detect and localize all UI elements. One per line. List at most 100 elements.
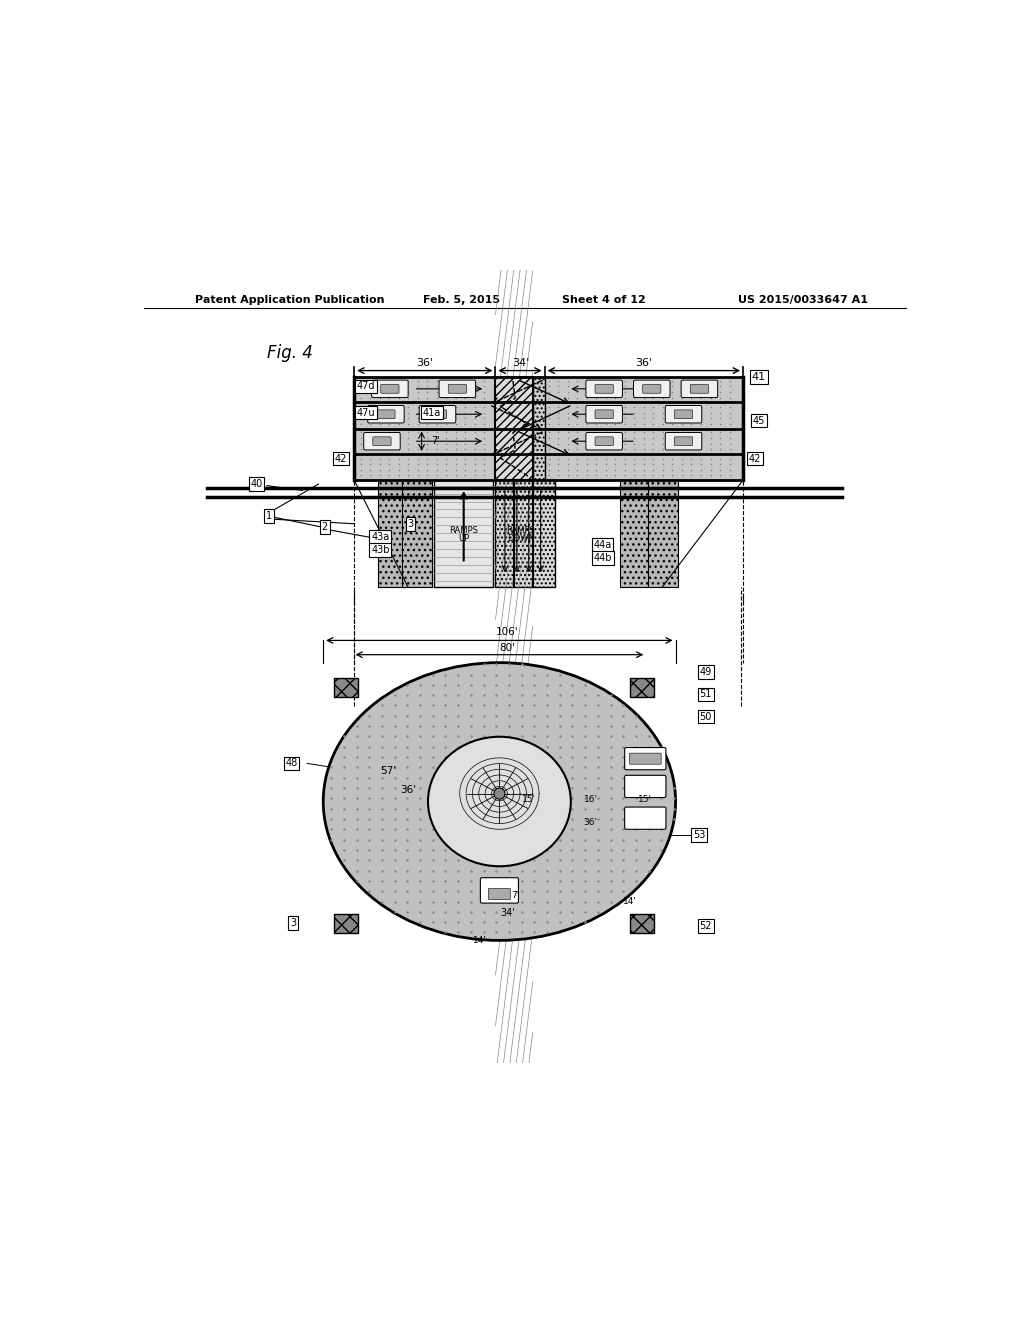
Text: 47d: 47d	[356, 381, 376, 392]
Bar	[433, 480, 494, 587]
Text: Sheet 4 of 12: Sheet 4 of 12	[562, 294, 646, 305]
Text: 14': 14'	[624, 898, 637, 906]
Text: 49: 49	[699, 667, 712, 677]
Text: 45: 45	[753, 416, 765, 425]
Text: 36': 36'	[636, 358, 652, 368]
FancyBboxPatch shape	[625, 775, 666, 797]
Bar	[648, 480, 678, 587]
Text: 41a: 41a	[423, 408, 441, 417]
Text: 34': 34'	[500, 908, 515, 917]
FancyBboxPatch shape	[630, 754, 662, 764]
Text: 52: 52	[699, 921, 712, 931]
FancyBboxPatch shape	[634, 380, 670, 397]
Text: 80': 80'	[500, 643, 515, 652]
Bar	[354, 454, 496, 480]
Text: RAMPS: RAMPS	[507, 525, 536, 535]
FancyBboxPatch shape	[368, 405, 404, 422]
Text: 48: 48	[286, 759, 298, 768]
Text: 40: 40	[251, 479, 263, 490]
FancyBboxPatch shape	[428, 411, 446, 418]
Text: 106': 106'	[496, 627, 518, 638]
Text: RAMPS: RAMPS	[450, 525, 478, 535]
Bar	[354, 403, 496, 429]
FancyBboxPatch shape	[675, 437, 692, 446]
Text: 57': 57'	[380, 767, 396, 776]
Bar	[334, 678, 358, 697]
Text: 3: 3	[408, 519, 414, 529]
Bar	[532, 454, 743, 480]
Bar	[354, 429, 496, 454]
Text: 34': 34'	[512, 358, 529, 368]
Bar	[532, 378, 545, 480]
Text: 50: 50	[699, 711, 712, 722]
Text: 7': 7'	[431, 436, 440, 446]
Text: 16': 16'	[584, 796, 598, 804]
Bar	[354, 378, 496, 403]
Text: 2: 2	[322, 521, 328, 532]
FancyBboxPatch shape	[595, 384, 613, 393]
Circle shape	[494, 788, 505, 799]
Ellipse shape	[428, 737, 570, 866]
Bar	[496, 378, 532, 480]
FancyBboxPatch shape	[586, 433, 623, 450]
Bar	[496, 480, 555, 587]
FancyBboxPatch shape	[439, 380, 475, 397]
FancyBboxPatch shape	[373, 437, 391, 446]
Text: US 2015/0033647 A1: US 2015/0033647 A1	[737, 294, 867, 305]
Bar	[620, 480, 650, 587]
Text: 44b: 44b	[593, 553, 611, 562]
Text: Feb. 5, 2015: Feb. 5, 2015	[423, 294, 500, 305]
Ellipse shape	[324, 663, 676, 940]
Bar	[496, 378, 532, 480]
FancyBboxPatch shape	[675, 411, 692, 418]
FancyBboxPatch shape	[488, 888, 511, 899]
Text: 51: 51	[699, 689, 712, 700]
Text: 42: 42	[749, 454, 761, 463]
Text: Fig. 4: Fig. 4	[267, 345, 312, 362]
FancyBboxPatch shape	[643, 384, 660, 393]
FancyBboxPatch shape	[625, 747, 666, 770]
Text: 7': 7'	[511, 891, 519, 900]
Bar	[334, 915, 358, 933]
Text: 15': 15'	[522, 796, 537, 804]
Text: 36': 36'	[399, 785, 416, 796]
Text: 14': 14'	[473, 936, 486, 945]
Bar	[630, 678, 654, 697]
Text: 36': 36'	[416, 358, 433, 368]
Bar	[532, 378, 743, 403]
FancyBboxPatch shape	[625, 807, 666, 829]
FancyBboxPatch shape	[595, 411, 613, 418]
Text: 53: 53	[693, 830, 706, 840]
FancyBboxPatch shape	[595, 437, 613, 446]
Text: UP: UP	[458, 533, 469, 543]
FancyBboxPatch shape	[586, 380, 623, 397]
FancyBboxPatch shape	[480, 878, 518, 903]
FancyBboxPatch shape	[381, 384, 399, 393]
Text: 1: 1	[266, 511, 272, 521]
Text: 36': 36'	[584, 817, 598, 826]
Text: 43a: 43a	[372, 532, 389, 543]
FancyBboxPatch shape	[666, 405, 701, 422]
FancyBboxPatch shape	[364, 433, 400, 450]
Bar	[378, 480, 409, 587]
FancyBboxPatch shape	[666, 433, 701, 450]
Text: 43b: 43b	[371, 545, 389, 554]
Bar	[532, 403, 743, 429]
FancyBboxPatch shape	[690, 384, 709, 393]
Text: DOWN: DOWN	[507, 533, 535, 543]
Text: 44a: 44a	[594, 540, 611, 550]
FancyBboxPatch shape	[449, 384, 467, 393]
FancyBboxPatch shape	[377, 411, 395, 418]
FancyBboxPatch shape	[586, 405, 623, 422]
FancyBboxPatch shape	[372, 380, 409, 397]
FancyBboxPatch shape	[681, 380, 718, 397]
Text: 41: 41	[752, 372, 766, 381]
Text: 3: 3	[290, 917, 296, 928]
Text: 42: 42	[335, 454, 347, 463]
FancyBboxPatch shape	[419, 405, 456, 422]
Text: Patent Application Publication: Patent Application Publication	[196, 294, 385, 305]
Text: 15': 15'	[638, 796, 651, 804]
Bar	[532, 429, 743, 454]
Bar	[630, 915, 654, 933]
Bar	[401, 480, 432, 587]
